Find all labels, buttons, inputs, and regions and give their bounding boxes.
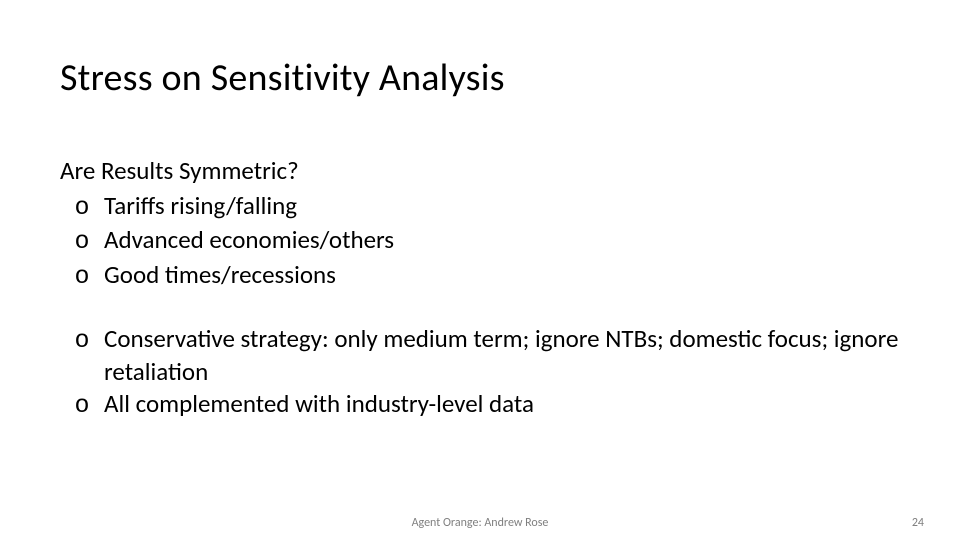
bullet-marker: o (60, 390, 104, 423)
bullet-text: Conservative strategy: only medium term;… (104, 323, 900, 388)
bullet-item: o Good times/recessions (60, 259, 900, 294)
bullet-text: Good times/recessions (104, 259, 900, 292)
slide-title: Stress on Sensitivity Analysis (60, 55, 505, 101)
bullet-item: o Tariffs rising/falling (60, 190, 900, 225)
slide: Stress on Sensitivity Analysis Are Resul… (0, 0, 960, 540)
bullet-item: o Advanced economies/others (60, 224, 900, 259)
bullet-marker: o (60, 192, 104, 225)
spacer (60, 293, 900, 323)
subheading: Are Results Symmetric? (60, 155, 900, 188)
bullet-text: Advanced economies/others (104, 224, 900, 257)
footer-page-number: 24 (912, 516, 924, 530)
bullet-item: o Conservative strategy: only medium ter… (60, 323, 900, 388)
bullet-text: All complemented with industry-level dat… (104, 388, 900, 421)
bullet-text: Tariffs rising/falling (104, 190, 900, 223)
bullet-marker: o (60, 325, 104, 358)
slide-body: Are Results Symmetric? o Tariffs rising/… (60, 155, 900, 423)
bullet-item: o All complemented with industry-level d… (60, 388, 900, 423)
bullet-marker: o (60, 261, 104, 294)
bullet-marker: o (60, 226, 104, 259)
footer-center-text: Agent Orange: Andrew Rose (0, 516, 960, 530)
bullet-text-span: Conservative strategy: only medium term;… (104, 323, 898, 387)
